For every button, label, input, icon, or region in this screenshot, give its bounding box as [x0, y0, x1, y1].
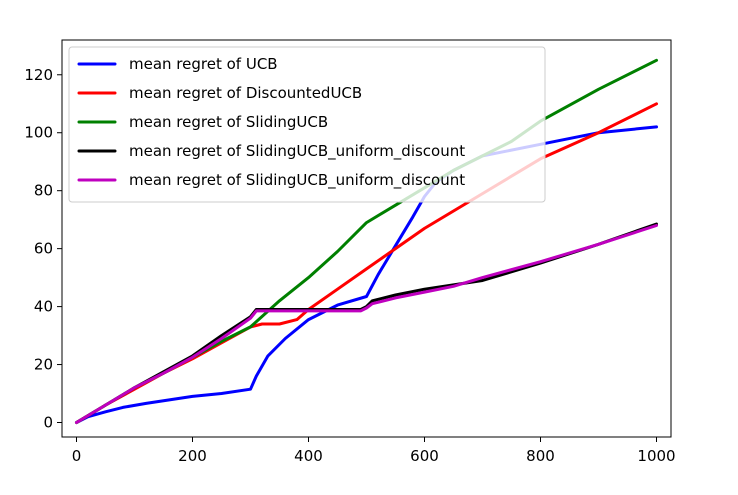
- legend-label-0: mean regret of UCB: [129, 55, 278, 73]
- x-tick-label: 200: [178, 447, 207, 465]
- y-tick-label: 60: [34, 240, 53, 258]
- series-line-4: [75, 224, 658, 424]
- plot-area-frame: [61, 39, 672, 438]
- y-tick-label: 80: [34, 182, 53, 200]
- x-tick-label: 1000: [637, 447, 675, 465]
- y-tick-label: 100: [24, 124, 53, 142]
- legend: mean regret of UCB mean regret of Discoun…: [68, 46, 546, 203]
- x-axis: 0 200 400 600 800 1000: [72, 437, 676, 465]
- legend-box: [68, 46, 546, 203]
- y-tick-label: 120: [24, 66, 53, 84]
- y-axis: 0 20 40 60 80 100 120: [24, 66, 62, 432]
- x-tick-label: 400: [294, 447, 323, 465]
- legend-label-2: mean regret of SlidingUCB: [129, 113, 328, 131]
- legend-label-3: mean regret of SlidingUCB_uniform_discou…: [129, 142, 465, 161]
- legend-label-4: mean regret of SlidingUCB_uniform_discou…: [129, 171, 465, 190]
- y-tick-label: 0: [43, 414, 53, 432]
- y-tick-label: 20: [34, 356, 53, 374]
- x-tick-label: 0: [72, 447, 82, 465]
- legend-label-1: mean regret of DiscountedUCB: [129, 84, 362, 102]
- y-tick-label: 40: [34, 298, 53, 316]
- x-tick-label: 800: [526, 447, 555, 465]
- x-tick-label: 600: [410, 447, 439, 465]
